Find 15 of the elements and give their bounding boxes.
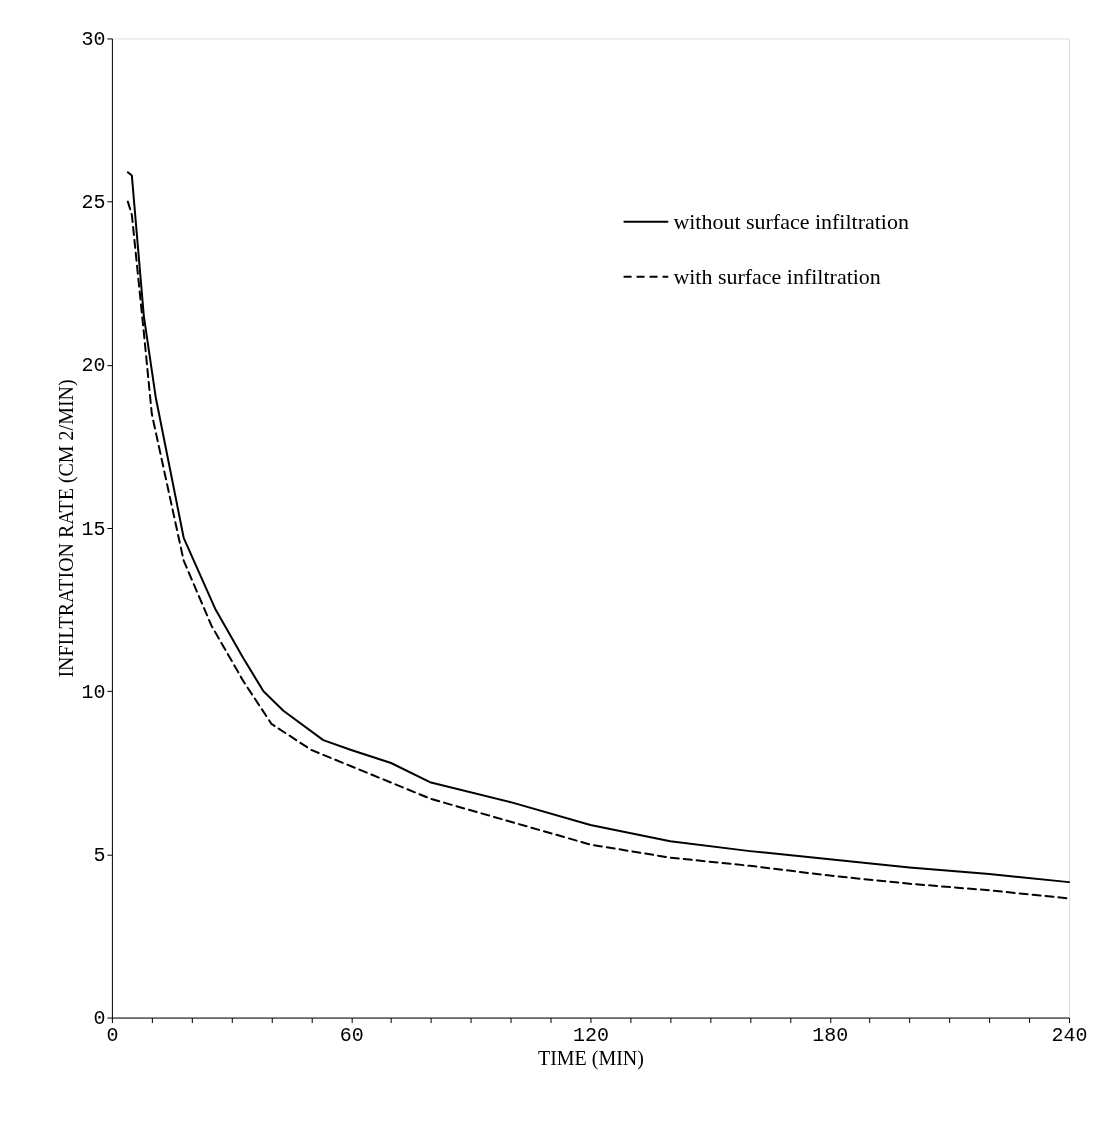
y-tick-label: 20 (81, 354, 106, 378)
x-tick-label: 60 (339, 1024, 364, 1048)
legend-label: without surface infiltration (673, 208, 909, 234)
y-tick-label: 5 (93, 843, 106, 867)
x-tick-label: 180 (812, 1024, 849, 1048)
y-tick-label: 30 (81, 27, 106, 51)
y-tick-label: 10 (81, 680, 106, 704)
x-tick-label: 120 (572, 1024, 609, 1048)
legend-label: with surface infiltration (673, 263, 881, 289)
y-tick-label: 0 (93, 1007, 106, 1031)
x-tick-label: 240 (1051, 1024, 1088, 1048)
y-axis-title: INFILTRATION RATE (CM 2/MIN) (55, 379, 79, 678)
y-tick-label: 25 (81, 191, 106, 215)
y-tick-label: 15 (81, 517, 106, 541)
x-axis-title: TIME (MIN) (538, 1047, 644, 1071)
